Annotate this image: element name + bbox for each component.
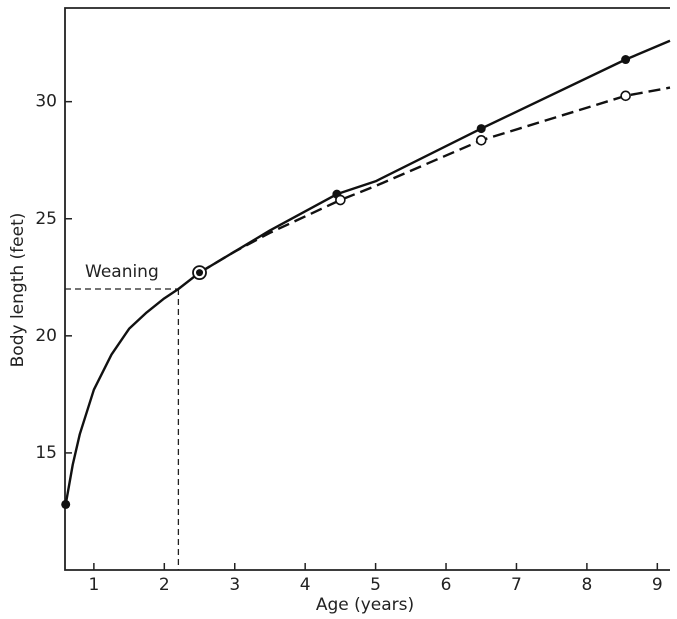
x-tick-label: 7 — [511, 575, 522, 595]
x-tick-label: 1 — [88, 575, 99, 595]
marker — [476, 124, 486, 134]
x-tick-label: 8 — [581, 575, 592, 595]
x-tick-label: 9 — [652, 575, 663, 595]
line — [64, 39, 671, 505]
y-tick-label: 25 — [35, 209, 57, 229]
x-tick-label: 4 — [300, 575, 311, 595]
y-tick-label: 20 — [35, 326, 57, 346]
x-axis-label: Age (years) — [316, 595, 414, 615]
x-tick-label: 6 — [441, 575, 452, 595]
marker — [620, 90, 631, 102]
y-tick-label: 30 — [35, 92, 57, 112]
marker-center — [196, 269, 204, 277]
x-tick-label: 3 — [229, 575, 240, 595]
marker — [475, 135, 487, 146]
y-axis-label: Body length (feet) — [8, 213, 28, 368]
x-tick-label: 5 — [370, 575, 381, 595]
y-tick-label: 15 — [35, 443, 57, 463]
x-tick-label: 2 — [159, 575, 170, 595]
marker — [335, 194, 346, 206]
marker — [61, 499, 71, 509]
annotation: Weaning — [85, 262, 159, 282]
marker — [621, 55, 631, 65]
line — [198, 86, 671, 274]
